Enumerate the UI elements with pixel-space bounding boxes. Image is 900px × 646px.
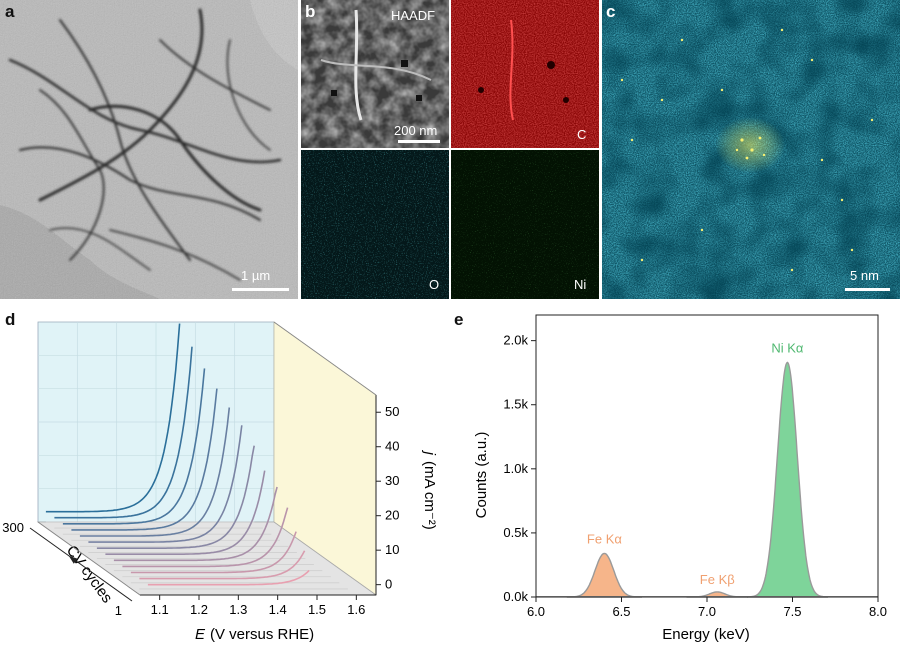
panel-label-d: d <box>5 310 16 329</box>
peak-label: Fe Kβ <box>700 572 735 587</box>
panel-label-a: a <box>5 2 15 21</box>
scale-label-b: 200 nm <box>394 123 438 138</box>
tile-oxygen <box>301 150 449 299</box>
panel-a-tem-image: a 1 µm <box>0 0 298 299</box>
cv-curves <box>45 323 310 586</box>
cv-curve-line <box>130 531 297 574</box>
y-tick-label: 0.0k <box>503 589 528 604</box>
peak-area <box>566 552 643 598</box>
scale-bar-c <box>845 288 890 291</box>
panel-b-eds-maps: b HAADF C O Ni 200 nm <box>301 0 599 299</box>
cv-curve-line <box>122 507 289 568</box>
x-axis-label: Energy (keV) <box>662 626 750 643</box>
cv-curve-line <box>139 550 306 580</box>
panel-label-c: c <box>606 2 616 21</box>
tile-label-o: O <box>429 277 440 292</box>
cv-curve-line <box>105 470 266 555</box>
x-axis-variable: E <box>195 626 206 643</box>
x-tick-label: 1.3 <box>229 602 247 617</box>
peak-label: Ni Kα <box>771 340 804 355</box>
tile-carbon <box>451 0 599 148</box>
spectrum-axes: 6.0 6.5 7.0 7.5 8.0 0.0k 0.5k 1.0k 1.5k 2.0k <box>503 314 887 619</box>
y-axis-variable: j <box>421 450 438 456</box>
x-axis-unit: (V versus RHE) <box>210 626 314 643</box>
tile-label-c: C <box>577 127 587 142</box>
cv-curve-line <box>79 407 231 537</box>
tile-label-ni: Ni <box>574 277 587 292</box>
y-tick-label: 1.0k <box>503 461 528 476</box>
panel-label-b: b <box>305 2 316 21</box>
scale-bar-b <box>398 140 440 143</box>
x-tick-label: 6.5 <box>612 604 630 619</box>
y-tick-label: 40 <box>385 439 399 454</box>
atomic-map-image <box>602 0 900 299</box>
y-tick-label: 0 <box>385 577 392 592</box>
x-tick-label: 7.5 <box>783 604 801 619</box>
tile-nickel <box>451 150 599 299</box>
spectrum-areas <box>536 361 878 598</box>
y-tick-label: 50 <box>385 404 399 419</box>
x-tick-label: 8.0 <box>869 604 887 619</box>
x-tick-label: 6.0 <box>527 604 545 619</box>
y-tick-label: 30 <box>385 473 399 488</box>
eds-spectrum-chart: 6.0 6.5 7.0 7.5 8.0 0.0k 0.5k 1.0k 1.5k 2.0k Ener… <box>473 314 887 643</box>
x-tick-label: 1.1 <box>151 602 169 617</box>
y-tick-label: 0.5k <box>503 525 528 540</box>
panel-c-atomic-map: c 5 nm <box>602 0 900 299</box>
x-tick-label: 1.5 <box>308 602 326 617</box>
frame-edge <box>273 321 377 396</box>
x-tick-label: 7.0 <box>698 604 716 619</box>
cv-curve-line <box>62 368 206 525</box>
plot-frame <box>535 314 879 598</box>
x-tick-label: 1.2 <box>190 602 208 617</box>
z-axis-line <box>29 527 133 602</box>
y-tick-label: 1.5k <box>503 397 528 412</box>
y-tick-label: 20 <box>385 508 399 523</box>
y-axis-label: Counts (a.u.) <box>473 432 490 519</box>
cv-curve-line <box>71 388 218 531</box>
x-tick-label: 1.6 <box>347 602 365 617</box>
peak-label: Fe Kα <box>587 531 622 546</box>
panel-label-e: e <box>454 310 464 329</box>
y-tick-label: 10 <box>385 542 399 557</box>
cv-waterfall-chart: E (V versus RHE) j (mA cm⁻²) CV cycles 1… <box>2 321 438 643</box>
cv-curve-line <box>88 425 243 543</box>
scale-label-a: 1 µm <box>241 268 271 283</box>
eds-map-grid <box>301 0 599 299</box>
frame-edge <box>37 521 141 596</box>
chart-walls <box>36 321 378 596</box>
x-tick-label: 1.4 <box>269 602 287 617</box>
cv-curve-line <box>54 346 193 519</box>
z-tick-label: 1 <box>115 603 122 618</box>
panel-e-eds-spectrum: e 6.0 6.5 7.0 7.5 8.0 0.0k 0.5k 1.0k 1.5k 2.0k En… <box>450 305 900 646</box>
cv-curve-line <box>113 486 278 562</box>
cv-curve-line <box>147 569 310 586</box>
z-axis-arrow <box>68 555 78 564</box>
panel-d-cv-waterfall: d E (V versus RHE) j (mA cm⁻²) CV cycles… <box>0 305 440 646</box>
tile-haadf <box>301 0 449 148</box>
z-tick-label: 300 <box>2 520 24 535</box>
tile-label-haadf: HAADF <box>391 8 436 23</box>
scale-bar-a <box>232 288 289 291</box>
y-axis-unit: (mA cm⁻²) <box>421 461 438 530</box>
y-tick-label: 2.0k <box>503 333 528 348</box>
cv-curve-line <box>96 445 255 549</box>
scale-label-c: 5 nm <box>850 268 879 283</box>
peak-area <box>746 361 829 598</box>
tem-image <box>0 0 298 299</box>
peak-labels: Fe Kα Fe Kβ Ni Kα <box>587 340 804 586</box>
cv-curve-line <box>45 323 181 513</box>
